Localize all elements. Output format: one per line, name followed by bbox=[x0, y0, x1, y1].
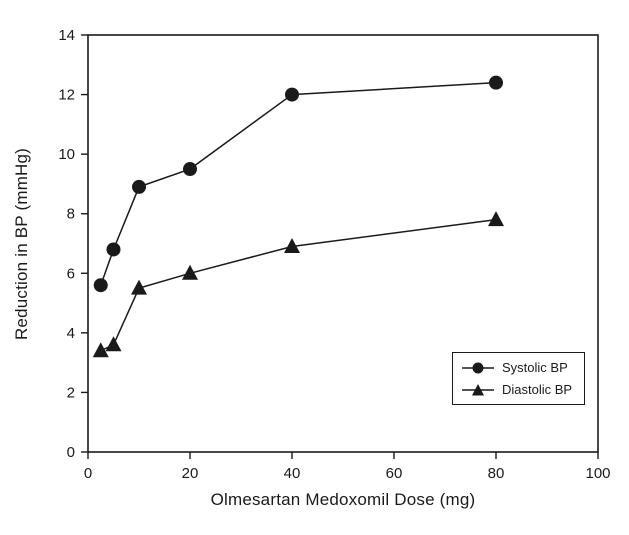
triangle-marker bbox=[488, 211, 504, 227]
triangle-marker bbox=[182, 264, 198, 280]
circle-marker bbox=[489, 75, 503, 90]
x-axis-label: Olmesartan Medoxomil Dose (mg) bbox=[210, 490, 476, 509]
triangle-marker bbox=[284, 237, 300, 253]
legend: Systolic BP Diastolic BP bbox=[452, 352, 586, 405]
circle-marker bbox=[132, 179, 146, 194]
x-tick-label: 0 bbox=[84, 465, 92, 482]
triangle-marker bbox=[131, 279, 147, 295]
diastolic-triangle-icon bbox=[462, 383, 494, 395]
x-tick-label: 60 bbox=[386, 465, 403, 482]
systolic-circle-icon bbox=[462, 362, 494, 373]
x-tick-label: 100 bbox=[585, 465, 610, 482]
legend-label-diastolic: Diastolic BP bbox=[502, 382, 573, 397]
circle-marker bbox=[93, 278, 108, 293]
y-tick-label: 6 bbox=[67, 265, 75, 282]
y-tick-label: 14 bbox=[58, 27, 75, 44]
y-tick-label: 12 bbox=[58, 87, 75, 104]
legend-item-systolic: Systolic BP bbox=[461, 360, 572, 375]
legend-label-systolic: Systolic BP bbox=[502, 360, 568, 375]
y-tick-label: 4 bbox=[67, 325, 75, 342]
y-tick-label: 0 bbox=[67, 444, 75, 461]
plot-frame bbox=[87, 34, 599, 453]
y-tick-label: 2 bbox=[67, 384, 75, 401]
x-tick-label: 40 bbox=[284, 465, 301, 482]
y-tick-label: 8 bbox=[67, 206, 75, 223]
x-tick-label: 80 bbox=[488, 465, 505, 482]
y-axis-label: Reduction in BP (mmHg) bbox=[12, 147, 31, 341]
triangle-marker bbox=[105, 336, 122, 352]
series-line bbox=[100, 218, 497, 352]
x-tick-label: 20 bbox=[182, 465, 199, 482]
triangle-marker bbox=[92, 342, 109, 358]
legend-item-diastolic: Diastolic BP bbox=[461, 382, 572, 397]
y-tick-label: 10 bbox=[58, 146, 75, 163]
circle-marker bbox=[106, 242, 121, 257]
series-line bbox=[100, 81, 497, 286]
circle-marker bbox=[285, 87, 299, 102]
circle-marker bbox=[183, 162, 197, 177]
